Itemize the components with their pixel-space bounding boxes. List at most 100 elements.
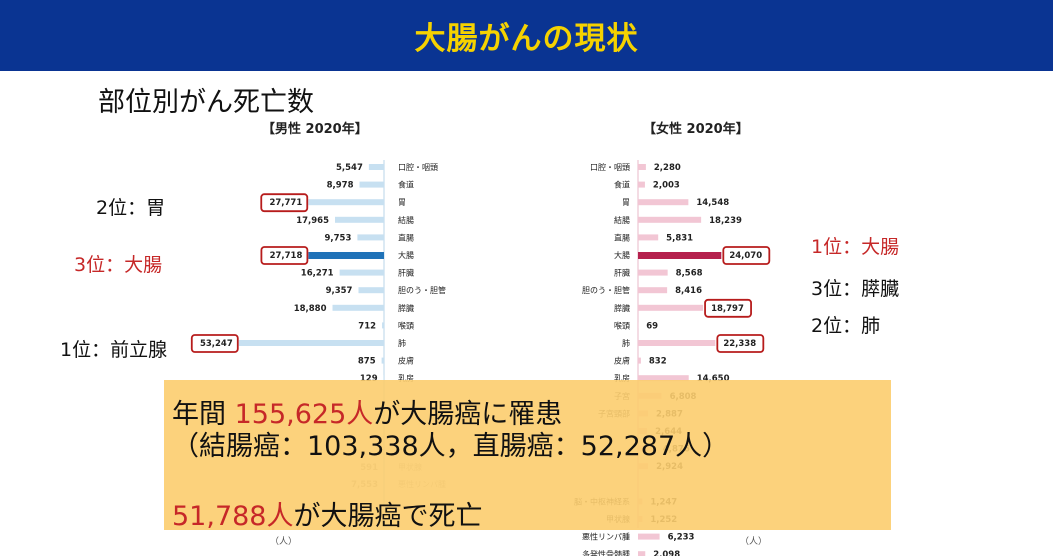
female-category-label-11: 皮膚 xyxy=(614,356,630,366)
male-category-label-10: 肺 xyxy=(398,339,406,348)
male-unit-label: （人） xyxy=(270,537,298,547)
female-value-label-2: 14,548 xyxy=(696,198,729,208)
female-value-label-8: 18,797 xyxy=(711,304,744,314)
male-value-label-6: 16,271 xyxy=(301,269,334,279)
female-bar-1 xyxy=(638,181,645,188)
male-category-label-9: 喉頭 xyxy=(398,320,414,330)
female-value-label-12: 14,650 xyxy=(697,374,730,384)
male-bar-6 xyxy=(339,269,384,276)
female-category-label-3: 結腸 xyxy=(614,215,630,225)
female-category-label-2: 胃 xyxy=(622,198,630,207)
male-category-label-4: 直腸 xyxy=(398,232,414,242)
male-value-label-10: 53,247 xyxy=(200,339,233,349)
incidence-breakdown: （結腸癌：103,338人，直腸癌：52,287人） xyxy=(172,431,730,462)
female-category-label-8: 膵臓 xyxy=(614,303,630,313)
title-bar: 大腸がんの現状 xyxy=(0,0,1053,71)
male-category-label-1: 食道 xyxy=(398,180,414,190)
female-value-label-1: 2,003 xyxy=(653,181,680,191)
male-rank-1-label: 1位：前立腺 xyxy=(60,339,168,361)
female-rank-2-label: 2位：肺 xyxy=(811,315,881,337)
male-value-box-2 xyxy=(260,193,309,213)
male-value-label-8: 18,880 xyxy=(294,304,327,314)
female-unit-label: （人） xyxy=(740,537,768,547)
male-rank-3-label: 3位：大腸 xyxy=(74,254,163,276)
female-bar-22 xyxy=(638,551,646,556)
female-value-box-5 xyxy=(722,246,771,265)
male-value-label-11: 875 xyxy=(358,357,376,367)
female-category-label-1: 食道 xyxy=(614,180,630,190)
male-bar-8 xyxy=(332,304,384,311)
female-bar-5 xyxy=(638,252,722,259)
male-category-label-7: 胆のう・胆管 xyxy=(398,285,446,295)
female-category-label-9: 喉頭 xyxy=(614,320,630,330)
female-category-label-12: 乳房 xyxy=(614,373,630,383)
male-bar-3 xyxy=(335,216,384,223)
male-bar-9 xyxy=(382,322,384,329)
male-bar-5 xyxy=(308,252,384,259)
male-category-label-3: 結腸 xyxy=(398,215,414,225)
male-value-box-10 xyxy=(190,334,239,353)
female-category-label-22: 多発性骨髄腫 xyxy=(582,549,630,556)
female-bar-4 xyxy=(638,234,659,241)
female-category-label-21: 悪性リンパ腫 xyxy=(582,532,630,542)
mortality-suffix: が大腸癌で死亡 xyxy=(293,501,483,532)
slide-subtitle: 部位別がん死亡数 xyxy=(98,87,314,118)
female-category-label-7: 胆のう・胆管 xyxy=(582,285,630,295)
female-bar-21 xyxy=(638,533,660,540)
female-bar-2 xyxy=(638,199,689,206)
female-value-label-9: 69 xyxy=(646,321,658,331)
male-value-label-1: 8,978 xyxy=(327,181,354,191)
female-value-label-3: 18,239 xyxy=(709,216,742,226)
female-value-label-10: 22,338 xyxy=(723,339,756,349)
male-value-label-9: 712 xyxy=(358,321,376,331)
female-bar-0 xyxy=(638,164,646,170)
female-value-label-22: 2,098 xyxy=(653,550,680,556)
female-bar-12 xyxy=(638,375,689,382)
male-bar-4 xyxy=(357,234,384,241)
male-bar-1 xyxy=(359,181,384,188)
male-value-label-3: 17,965 xyxy=(296,216,329,226)
male-bar-10 xyxy=(238,340,384,346)
female-category-label-5: 大腸 xyxy=(614,250,630,260)
male-value-label-0: 5,547 xyxy=(336,163,363,173)
female-category-label-0: 口腔・咽頭 xyxy=(590,162,630,172)
male-value-label-5: 27,718 xyxy=(270,251,303,261)
female-value-label-7: 8,416 xyxy=(675,286,702,296)
male-rank-2-label: 2位：胃 xyxy=(96,197,166,219)
female-value-label-4: 5,831 xyxy=(666,233,693,243)
incidence-number: 155,625人 xyxy=(234,399,374,430)
female-bar-6 xyxy=(638,269,668,276)
female-bar-7 xyxy=(638,287,668,294)
incidence-suffix: が大腸癌に罹患 xyxy=(373,399,563,430)
female-value-label-5: 24,070 xyxy=(729,251,762,261)
male-category-label-5: 大腸 xyxy=(398,250,414,260)
page-title: 大腸がんの現状 xyxy=(414,21,639,57)
male-category-label-8: 膵臓 xyxy=(398,303,414,313)
male-value-box-5 xyxy=(260,246,309,265)
male-category-label-11: 皮膚 xyxy=(398,356,414,366)
female-value-label-11: 832 xyxy=(649,357,667,367)
female-value-box-8 xyxy=(704,298,752,318)
mortality-text: 51,788人が大腸癌で死亡 xyxy=(172,494,482,533)
female-category-label-4: 直腸 xyxy=(614,232,630,242)
female-chart-title: 【女性 2020年】 xyxy=(643,122,749,137)
female-category-label-10: 肺 xyxy=(622,339,630,348)
male-category-label-6: 肝臓 xyxy=(398,268,414,278)
female-bar-10 xyxy=(638,340,716,346)
female-value-label-0: 2,280 xyxy=(654,163,681,173)
female-value-label-6: 8,568 xyxy=(676,269,703,279)
female-bar-11 xyxy=(638,357,641,364)
male-value-label-2: 27,771 xyxy=(269,198,302,208)
incidence-text: 年間 155,625人が大腸癌に罹患 xyxy=(172,392,562,431)
female-rank-1-label: 1位：大腸 xyxy=(811,236,900,258)
male-bar-0 xyxy=(368,164,384,170)
male-value-label-12: 129 xyxy=(360,374,378,384)
mortality-number: 51,788人 xyxy=(172,501,294,532)
female-bar-3 xyxy=(638,216,702,223)
female-rank-3-label: 3位：膵臓 xyxy=(811,278,900,300)
female-value-label-21: 6,233 xyxy=(668,533,695,543)
male-category-label-0: 口腔・咽頭 xyxy=(398,162,438,172)
male-bar-7 xyxy=(358,287,384,294)
female-category-label-6: 肝臓 xyxy=(614,268,630,278)
male-bar-11 xyxy=(381,357,384,364)
